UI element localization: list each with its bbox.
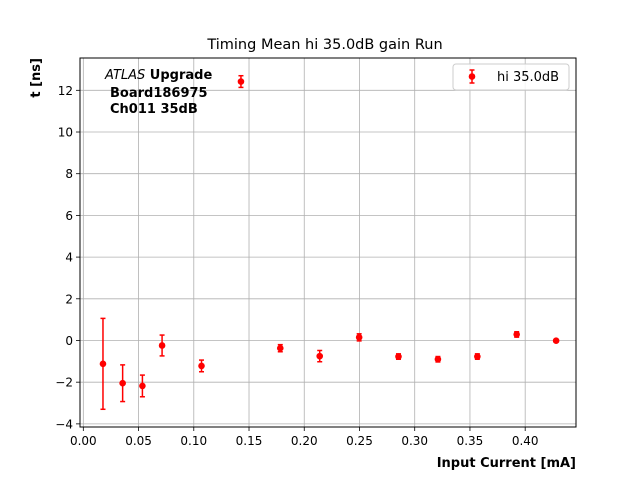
- y-tick-label: −2: [55, 376, 73, 390]
- data-point: [99, 360, 107, 368]
- y-axis-label: t [ns]: [29, 58, 44, 98]
- y-tick-label: 2: [65, 292, 73, 306]
- y-tick-label: 10: [58, 126, 73, 140]
- data-point: [158, 342, 166, 349]
- y-tick-label: 12: [58, 84, 73, 98]
- data-point: [395, 353, 402, 360]
- x-tick-label: 0.15: [236, 434, 263, 448]
- data-point: [276, 344, 284, 352]
- data-point: [355, 334, 363, 341]
- data-points: [99, 78, 560, 390]
- y-tick-label: 6: [65, 209, 73, 223]
- x-tick-label: 0.10: [180, 434, 207, 448]
- x-tick-label: 0.40: [512, 434, 539, 448]
- data-point: [198, 362, 205, 370]
- x-ticks: 0.00 0.05 0.10 0.15 0.20 0.25 0.30 0.35 0.40: [70, 427, 539, 448]
- y-tick-label: 8: [65, 167, 73, 181]
- data-point: [513, 331, 520, 338]
- y-tick-label: 4: [65, 251, 73, 265]
- data-point: [434, 355, 442, 363]
- y-tick-label: 0: [65, 334, 73, 348]
- y-ticks: −4 −2 0 2 4 6 8 10 12: [55, 84, 80, 431]
- data-point: [237, 78, 245, 85]
- error-bars: [100, 74, 559, 411]
- x-tick-label: 0.05: [125, 434, 152, 448]
- x-tick-label: 0.25: [346, 434, 373, 448]
- x-axis-label: Input Current [mA]: [437, 456, 576, 471]
- data-point: [474, 353, 481, 360]
- x-tick-label: 0.20: [291, 434, 318, 448]
- annotation: ATLAS Upgrade Board186975 Ch011 35dB: [104, 68, 212, 117]
- plot-frame: [79, 57, 577, 428]
- data-point: [139, 382, 146, 390]
- legend-marker: [468, 73, 476, 80]
- x-tick-label: 0.00: [70, 434, 97, 448]
- chart-title: Timing Mean hi 35.0dB gain Run: [206, 37, 442, 53]
- x-tick-label: 0.35: [457, 434, 484, 448]
- x-tick-label: 0.30: [401, 434, 428, 448]
- legend-label: hi 35.0dB: [497, 70, 559, 85]
- annotation-atlas: ATLAS: [104, 68, 145, 83]
- annotation-upgrade: Upgrade: [145, 68, 212, 83]
- legend-box: [452, 63, 570, 91]
- data-point: [552, 337, 560, 344]
- legend: hi 35.0dB: [452, 63, 570, 91]
- y-tick-label: −4: [55, 417, 73, 431]
- annotation-line-3: Ch011 35dB: [110, 102, 198, 117]
- data-point: [316, 352, 324, 360]
- data-point: [119, 379, 126, 387]
- annotation-line-2: Board186975: [110, 86, 208, 101]
- annotation-line-1: ATLAS Upgrade: [104, 68, 212, 83]
